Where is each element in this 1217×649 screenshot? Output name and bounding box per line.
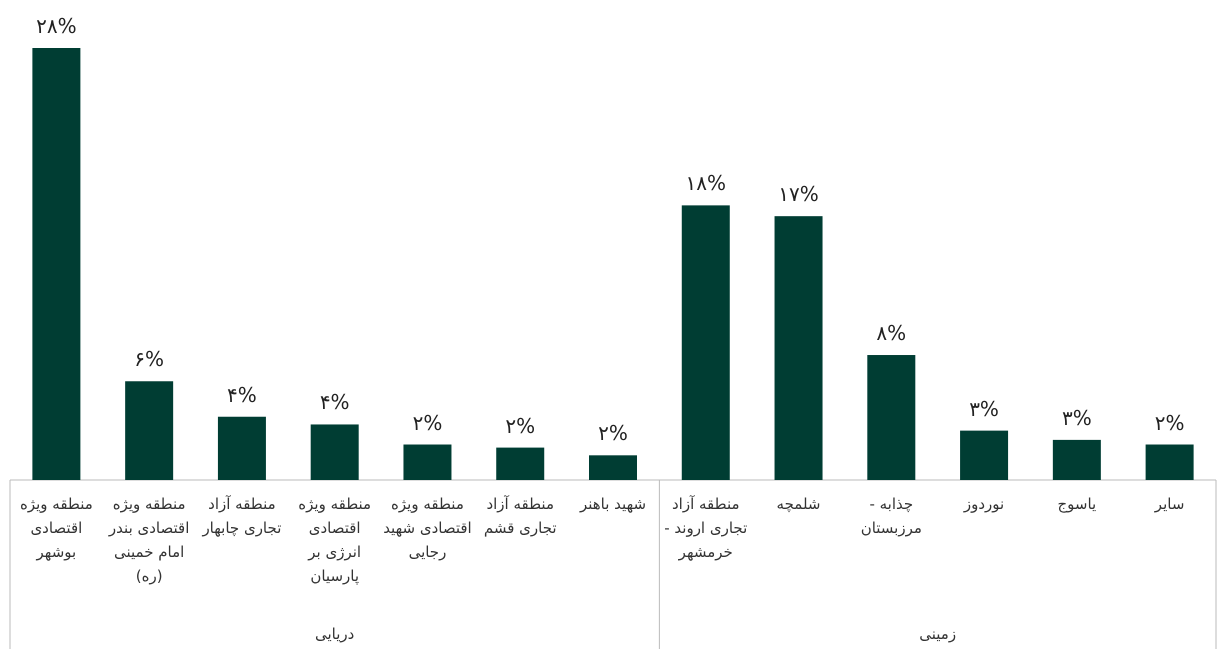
value-label: ۱۷% xyxy=(778,182,819,207)
value-label: ۳% xyxy=(969,396,999,421)
x-tick-label: منطقه آزاد تجاری قشم xyxy=(483,495,557,537)
x-tick-label: منطقه ویژه اقتصادی شهید رجایی xyxy=(383,495,472,561)
value-label: ۲% xyxy=(1154,410,1185,435)
x-tick-label: منطقه ویژه اقتصادی انرژی بر پارسیان xyxy=(298,495,372,585)
x-tick-label: سایر xyxy=(1154,495,1185,513)
x-tick-label: چذابه - مرزبستان xyxy=(860,495,922,537)
bar xyxy=(496,447,545,480)
x-tick-label: منطقه آزاد تجاری چابهار xyxy=(202,495,282,537)
value-label: ۴% xyxy=(227,382,257,407)
bar xyxy=(125,381,174,480)
bar xyxy=(867,355,916,480)
value-label: ۲% xyxy=(505,413,536,438)
value-label: ۲% xyxy=(412,410,443,435)
bar xyxy=(960,430,1009,480)
value-label: ۸% xyxy=(876,321,907,346)
value-label: ۶% xyxy=(134,347,165,372)
value-label: ۱۸% xyxy=(685,171,727,196)
bar xyxy=(310,424,359,480)
x-tick-label: نوردوز xyxy=(963,495,1005,513)
x-tick-label: یاسوج xyxy=(1057,495,1097,513)
bar xyxy=(403,444,452,480)
bar xyxy=(589,455,637,480)
bar xyxy=(1052,439,1101,480)
x-tick-label: منطقه آزاد تجاری اروند - خرمشهر xyxy=(664,495,748,561)
bar xyxy=(32,48,81,480)
x-tick-label: شهید باهنر xyxy=(579,495,647,513)
bar xyxy=(681,205,730,480)
bar xyxy=(217,416,266,480)
bar xyxy=(774,216,823,480)
value-label: ۲% xyxy=(598,421,628,446)
x-tick-label: منطقه ویژه اقتصادی بوشهر xyxy=(19,495,93,561)
group-label: زمینی xyxy=(919,625,957,643)
value-label: ۲۸% xyxy=(36,14,77,38)
value-label: ۴% xyxy=(319,390,350,415)
x-tick-label: شلمچه xyxy=(776,495,821,513)
x-tick-label: منطقه ویژه اقتصادی بندر امام خمینی (ره) xyxy=(108,495,190,585)
value-label: ۳% xyxy=(1061,405,1092,430)
group-label: دریایی xyxy=(315,625,355,643)
bar xyxy=(1145,444,1194,480)
